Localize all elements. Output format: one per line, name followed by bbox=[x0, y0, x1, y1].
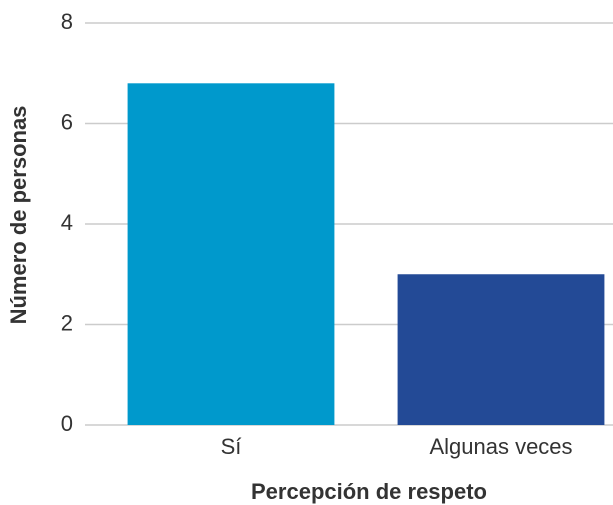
y-axis-title: Número de personas bbox=[6, 106, 31, 325]
x-tick-label: Algunas veces bbox=[429, 434, 572, 459]
y-tick-label: 8 bbox=[61, 9, 73, 34]
x-tick-label: Sí bbox=[221, 434, 242, 459]
bar bbox=[397, 274, 605, 425]
y-tick-label: 2 bbox=[61, 310, 73, 335]
y-tick-label: 0 bbox=[61, 411, 73, 436]
y-tick-label: 4 bbox=[61, 210, 73, 235]
x-axis-title: Percepción de respeto bbox=[251, 479, 487, 504]
y-tick-label: 6 bbox=[61, 109, 73, 134]
bar bbox=[127, 83, 335, 426]
